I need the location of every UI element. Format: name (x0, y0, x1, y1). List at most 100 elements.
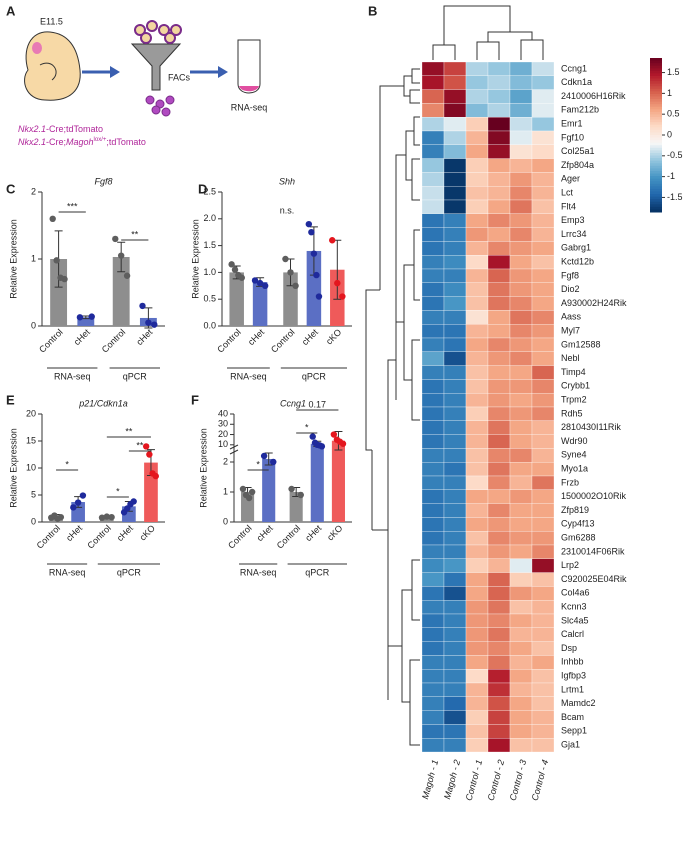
heatmap-cell (487, 337, 511, 352)
row-label: Gm6288 (561, 532, 596, 542)
group-label: qPCR (123, 371, 148, 381)
heatmap-cell (465, 296, 489, 311)
data-point (245, 494, 253, 502)
panel-label: C (6, 181, 16, 196)
data-point (61, 275, 68, 283)
heatmap-cell (465, 641, 489, 656)
heatmap-cell (421, 117, 445, 132)
genotype-part: lox/+ (94, 137, 107, 143)
heatmap-cell (421, 337, 445, 352)
heatmap-cell (443, 724, 467, 739)
data-point (334, 279, 341, 287)
heatmap-cell (465, 268, 489, 283)
heatmap-cell (487, 296, 511, 311)
colorbar-segment (650, 117, 662, 121)
sorted-cells (145, 95, 175, 117)
heatmap-cell (443, 117, 467, 132)
data-point (112, 235, 119, 243)
heatmap-cell (509, 351, 533, 366)
heatmap-cell (487, 489, 511, 504)
heatmap-cell (509, 489, 533, 504)
heatmap-cell (465, 158, 489, 173)
row-label: Kctd12b (561, 256, 594, 266)
heatmap-cell (509, 158, 533, 173)
colorbar-segment (650, 165, 662, 169)
heatmap-cell (465, 669, 489, 684)
data-point (53, 257, 60, 264)
heatmap-cell (465, 434, 489, 449)
x-tick-label: Control (37, 327, 65, 355)
heatmap-cell (531, 89, 555, 104)
x-tick-label: cHet (303, 523, 324, 544)
heatmap-cell (465, 199, 489, 214)
heatmap-cell (487, 130, 511, 145)
heatmap-cell (443, 337, 467, 352)
heatmap-cell (465, 531, 489, 546)
group-label: qPCR (305, 567, 330, 577)
heatmap-cell (443, 406, 467, 421)
row-label: Kcnn3 (561, 601, 587, 611)
heatmap-cell (421, 103, 445, 118)
heatmap-cell (509, 61, 533, 76)
heatmap-cell (487, 393, 511, 408)
heatmap-cell (487, 89, 511, 104)
column-label: Control - 2 (486, 759, 507, 802)
heatmap-cell (443, 282, 467, 297)
colorbar-segment (650, 99, 662, 103)
y-tick-label: 2.5 (203, 186, 216, 196)
genotype-part: Magoh (66, 137, 94, 147)
heatmap-cell (465, 682, 489, 697)
heatmap-cell (531, 710, 555, 725)
heatmap-cell (509, 241, 533, 256)
row-label: Ccng1 (561, 63, 587, 73)
colorbar-segment (650, 155, 662, 159)
group-label: RNA-seq (240, 567, 277, 577)
column-label: Control - 1 (464, 759, 485, 802)
x-tick-label: cHet (115, 523, 136, 544)
heatmap-cell (465, 710, 489, 725)
heatmap-cell (465, 117, 489, 132)
y-axis-label: Relative Expression (8, 428, 18, 508)
y-tick-label: 2 (31, 186, 36, 196)
data-point (145, 319, 152, 326)
schematic: E11.5 FACs RNA-seq Nkx2.1-Cre;tdTomato N… (18, 16, 267, 147)
heatmap-cell (487, 255, 511, 270)
heatmap-cell (443, 172, 467, 187)
row-label: Fam212b (561, 105, 599, 115)
heatmap-cell (487, 669, 511, 684)
colorbar-segment (650, 201, 662, 205)
data-point (70, 504, 77, 511)
data-point (152, 472, 159, 480)
tube (237, 39, 261, 94)
heatmap-cell (509, 627, 533, 642)
heatmap-cell (487, 406, 511, 421)
heatmap-cell (465, 227, 489, 242)
colorbar-tick-label: -0.5 (667, 150, 683, 160)
colorbar-segment (650, 83, 662, 87)
x-tick-label: cHet (72, 327, 93, 348)
heatmap-cell (465, 627, 489, 642)
heatmap-cell (531, 669, 555, 684)
colorbar-segment (650, 132, 662, 136)
heatmap-cell (465, 324, 489, 339)
heatmap-cell (465, 144, 489, 159)
heatmap-cell (443, 255, 467, 270)
row-label: Emr1 (561, 118, 583, 128)
row-label: Sepp1 (561, 726, 587, 736)
x-tick-label: cHet (246, 327, 267, 348)
bar (252, 282, 268, 326)
heatmap-cell (531, 186, 555, 201)
heatmap-cell (487, 420, 511, 435)
heatmap-cell (487, 600, 511, 615)
heatmap-cell (509, 103, 533, 118)
heatmap-cell (465, 558, 489, 573)
heatmap-cell (465, 379, 489, 394)
x-tick-label: cKO (325, 523, 344, 542)
colorbar-segment (650, 63, 662, 67)
data-point (74, 499, 82, 506)
row-label: Dio2 (561, 284, 580, 294)
heatmap-cell (421, 462, 445, 477)
row-label: Rdh5 (561, 408, 583, 418)
heatmap-cell (421, 420, 445, 435)
heatmap-cell (509, 503, 533, 518)
